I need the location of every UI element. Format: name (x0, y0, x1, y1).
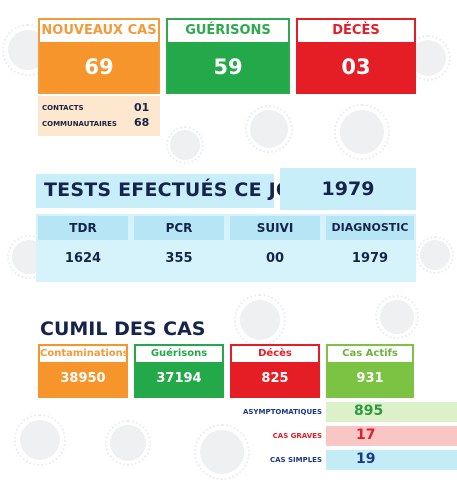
cumul-contaminations-card: Contaminations 38950 (38, 344, 129, 398)
virus-background-icon (375, 295, 419, 339)
simple-bar (326, 450, 457, 470)
simple-row: CAS SIMPLES 19 (228, 450, 457, 472)
tests-total-value: 1979 (321, 178, 375, 200)
tests-col-tdr-value: 1624 (64, 251, 102, 266)
cumul-contaminations-value: 38950 (40, 362, 126, 396)
virus-background-icon (104, 419, 152, 467)
new-cases-value: 69 (40, 42, 158, 92)
severe-label: CAS GRAVES (272, 432, 322, 440)
cumul-recoveries-label: Guérisons (136, 346, 222, 362)
cumul-recoveries-value: 37194 (136, 362, 222, 396)
virus-background-icon (193, 423, 251, 480)
tests-col-suivi-label: SUIVI (230, 216, 320, 240)
tests-col-tdr: TDR 1624 (38, 216, 128, 280)
cumul-active-card: Cas Actifs 931 (326, 344, 414, 398)
simple-label: CAS SIMPLES (269, 456, 322, 464)
new-cases-label: NOUVEAUX CAS (41, 23, 157, 38)
contacts-value: 01 (134, 101, 150, 114)
community-label: COMMUNAUTAIRES (42, 120, 117, 128)
tests-title-band (36, 174, 274, 208)
cumul-recoveries-card: Guérisons 37194 (134, 344, 224, 398)
asymptomatic-row: ASYMPTOMATIQUES 895 (228, 402, 457, 424)
tests-title: TESTS EFECTUÉS CE JOUR (44, 179, 323, 201)
tests-col-suivi-value: 00 (265, 251, 285, 266)
virus-background-icon (234, 294, 286, 346)
asymptomatic-bar (326, 402, 457, 422)
deaths-label: DÉCÈS (332, 23, 380, 38)
cumul-active-label: Cas Actifs (328, 346, 412, 362)
cumul-active-value: 931 (328, 362, 412, 396)
virus-background-icon (333, 103, 391, 161)
recoveries-label: GUÉRISONS (185, 23, 271, 38)
virus-background-icon (244, 104, 294, 154)
tests-col-diagnostic: DIAGNOSTIC 1979 (326, 216, 414, 280)
virus-background-icon (415, 235, 455, 275)
community-value: 68 (134, 116, 150, 129)
asymptomatic-label: ASYMPTOMATIQUES (242, 408, 322, 416)
virus-background-icon (165, 125, 205, 165)
contacts-label: CONTACTS (42, 104, 84, 112)
simple-value: 19 (356, 451, 376, 467)
cumul-title: CUMIL DES CAS (40, 318, 206, 340)
new-cases-breakdown: CONTACTS 01 COMMUNAUTAIRES 68 (38, 96, 160, 136)
cumul-deaths-label: Décès (232, 346, 318, 362)
tests-col-diagnostic-label: DIAGNOSTIC (326, 216, 414, 240)
cumul-contaminations-label: Contaminations (40, 346, 129, 362)
tests-col-tdr-label: TDR (38, 216, 128, 240)
tests-col-pcr: PCR 355 (134, 216, 224, 280)
recoveries-value: 59 (168, 42, 288, 92)
cumul-deaths-value: 825 (232, 362, 318, 396)
asymptomatic-value: 895 (354, 403, 384, 419)
tests-col-pcr-value: 355 (165, 251, 193, 266)
severe-value: 17 (356, 427, 376, 443)
deaths-value: 03 (298, 42, 414, 92)
virus-background-icon (14, 414, 66, 466)
tests-col-suivi: SUIVI 00 (230, 216, 320, 280)
severe-bar (326, 426, 457, 446)
tests-col-pcr-label: PCR (134, 216, 224, 240)
severe-row: CAS GRAVES 17 (228, 426, 457, 448)
tests-col-diagnostic-value: 1979 (351, 251, 389, 266)
tests-total-box: 1979 (280, 168, 416, 210)
cumul-deaths-card: Décès 825 (230, 344, 320, 398)
